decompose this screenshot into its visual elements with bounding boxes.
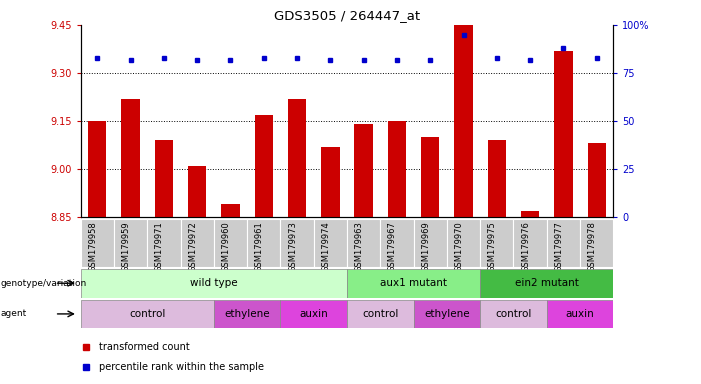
Bar [587, 143, 606, 217]
Bar [547, 300, 613, 328]
Bar [81, 219, 114, 267]
Bar [355, 124, 373, 217]
Bar [421, 137, 440, 217]
Bar [347, 300, 414, 328]
Bar [454, 25, 472, 217]
Bar [214, 300, 280, 328]
Bar [414, 300, 480, 328]
Text: percentile rank within the sample: percentile rank within the sample [100, 362, 264, 372]
Bar [114, 219, 147, 267]
Text: genotype/variation: genotype/variation [1, 279, 87, 288]
Text: GSM179960: GSM179960 [222, 221, 231, 272]
Text: GSM179959: GSM179959 [121, 221, 130, 272]
Bar [222, 204, 240, 217]
Text: ethylene: ethylene [424, 309, 470, 319]
Bar [288, 99, 306, 217]
Text: control: control [496, 309, 531, 319]
Text: agent: agent [1, 310, 27, 318]
Bar [514, 219, 547, 267]
Bar [81, 300, 214, 328]
Text: auxin: auxin [566, 309, 594, 319]
Text: control: control [129, 309, 165, 319]
Bar [521, 210, 539, 217]
Text: auxin: auxin [299, 309, 328, 319]
Text: GSM179973: GSM179973 [288, 221, 297, 272]
Bar [147, 219, 181, 267]
Bar [480, 219, 513, 267]
Bar [280, 300, 347, 328]
Bar [88, 121, 107, 217]
Text: wild type: wild type [190, 278, 238, 288]
Bar [480, 300, 547, 328]
Bar [580, 219, 613, 267]
Text: control: control [362, 309, 398, 319]
Bar [347, 219, 381, 267]
Text: ethylene: ethylene [224, 309, 270, 319]
Bar [181, 219, 214, 267]
Title: GDS3505 / 264447_at: GDS3505 / 264447_at [274, 9, 420, 22]
Bar [347, 269, 480, 298]
Text: GSM179970: GSM179970 [454, 221, 463, 272]
Bar [447, 219, 480, 267]
Text: GSM179958: GSM179958 [88, 221, 97, 272]
Bar [214, 219, 247, 267]
Text: GSM179976: GSM179976 [521, 221, 530, 272]
Text: GSM179969: GSM179969 [421, 221, 430, 272]
Bar [81, 269, 347, 298]
Text: ein2 mutant: ein2 mutant [515, 278, 579, 288]
Text: GSM179972: GSM179972 [188, 221, 197, 272]
Bar [121, 99, 139, 217]
Text: GSM179971: GSM179971 [155, 221, 164, 272]
Text: GSM179975: GSM179975 [488, 221, 497, 272]
Bar [554, 51, 573, 217]
Text: transformed count: transformed count [100, 342, 190, 352]
Bar [480, 269, 613, 298]
Bar [388, 121, 406, 217]
Bar [414, 219, 447, 267]
Bar [314, 219, 347, 267]
Bar [488, 140, 506, 217]
Bar [547, 219, 580, 267]
Bar [188, 166, 206, 217]
Text: GSM179967: GSM179967 [388, 221, 397, 272]
Text: GSM179961: GSM179961 [254, 221, 264, 272]
Bar [254, 114, 273, 217]
Text: GSM179977: GSM179977 [554, 221, 564, 272]
Text: GSM179974: GSM179974 [321, 221, 330, 272]
Text: aux1 mutant: aux1 mutant [380, 278, 447, 288]
Text: GSM179963: GSM179963 [355, 221, 364, 272]
Text: GSM179978: GSM179978 [587, 221, 597, 272]
Bar [247, 219, 280, 267]
Bar [321, 147, 339, 217]
Bar [155, 140, 173, 217]
Bar [381, 219, 414, 267]
Bar [280, 219, 314, 267]
